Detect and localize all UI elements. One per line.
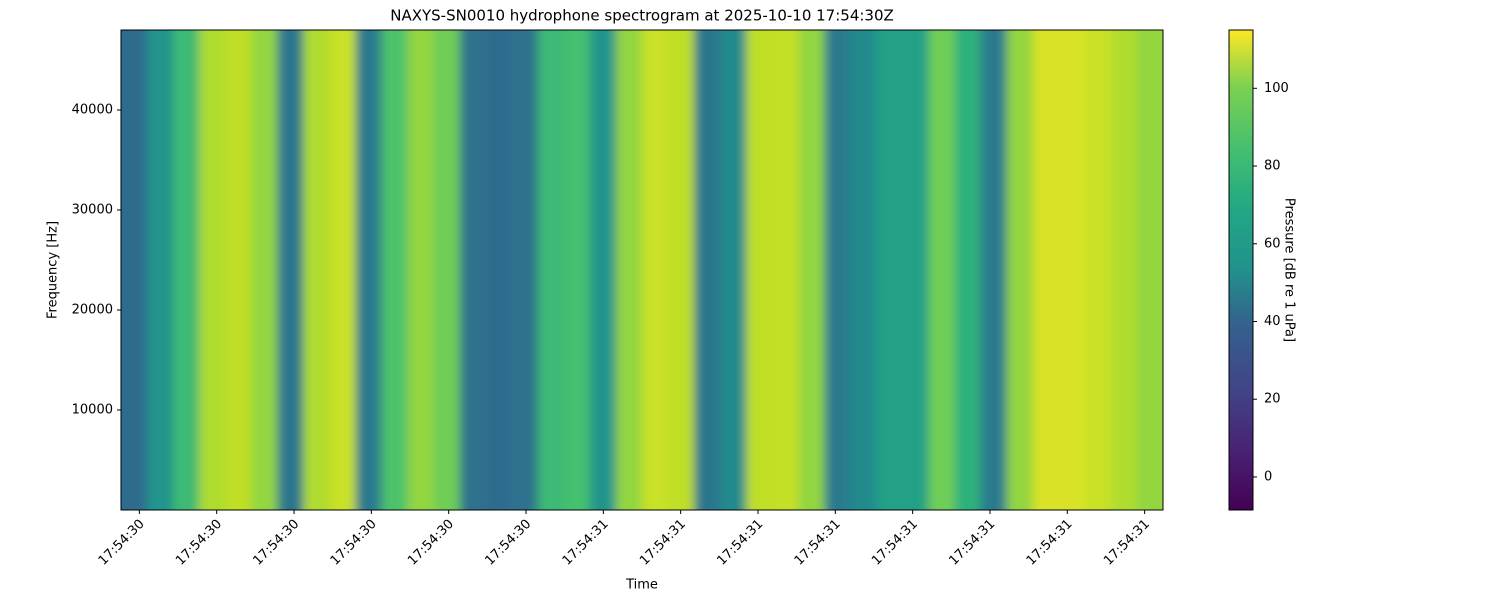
spectrogram-cell — [225, 30, 252, 510]
x-tick-label: 17:54:31 — [714, 517, 766, 569]
spectrogram-cell — [563, 30, 591, 510]
x-axis-label: Time — [625, 578, 658, 593]
spectrogram-cell — [277, 30, 304, 510]
spectrogram-cell — [1058, 30, 1086, 510]
x-tick-label: 17:54:30 — [328, 517, 380, 569]
spectrogram-cell — [798, 30, 825, 510]
x-tick-label: 17:54:31 — [792, 517, 844, 569]
colorbar-tick-label: 100 — [1264, 81, 1289, 96]
spectrogram-cell — [173, 30, 200, 510]
x-tick-label: 17:54:30 — [96, 517, 148, 569]
y-tick-label: 30000 — [72, 203, 113, 218]
spectrogram-cell — [537, 30, 565, 510]
y-tick-label: 40000 — [72, 103, 113, 118]
y-axis-label: Frequency [Hz] — [46, 221, 61, 319]
spectrogram-cell — [642, 30, 669, 510]
colorbar-tick-label: 80 — [1264, 159, 1281, 174]
spectrogram-cell — [1110, 30, 1138, 510]
colorbar-tick-label: 20 — [1264, 392, 1281, 407]
spectrogram-cell — [407, 30, 435, 510]
x-tick-label: 17:54:31 — [869, 517, 921, 569]
spectrogram-cell — [381, 30, 409, 510]
x-tick-label: 17:54:30 — [405, 517, 457, 569]
chart-title: NAXYS-SN0010 hydrophone spectrogram at 2… — [390, 7, 894, 25]
spectrogram-cell — [589, 30, 617, 510]
spectrogram-cell — [303, 30, 330, 510]
spectrogram-cell — [433, 30, 461, 510]
x-tick-label: 17:54:31 — [1024, 517, 1076, 569]
spectrogram-cell — [720, 30, 747, 510]
spectrogram-cell — [902, 30, 930, 510]
spectrogram-cell — [355, 30, 382, 510]
spectrogram-cell — [329, 30, 356, 510]
spectrogram-cell — [850, 30, 877, 510]
spectrogram-cell — [1006, 30, 1034, 510]
spectrogram-cell — [147, 30, 174, 510]
spectrogram-cell — [121, 30, 148, 510]
plot-frame — [120, 29, 1164, 511]
spectrogram-cell — [459, 30, 487, 510]
colorbar — [1228, 29, 1254, 511]
colorbar-tick-label: 0 — [1264, 469, 1272, 484]
spectrogram-cell — [1137, 30, 1163, 510]
spectrogram-cell — [1032, 30, 1060, 510]
y-tick-label: 10000 — [72, 403, 113, 418]
spectrogram-cell — [694, 30, 721, 510]
spectrogram-cell — [928, 30, 956, 510]
spectrogram-cell — [876, 30, 904, 510]
heatmap — [121, 30, 1163, 510]
spectrogram-cell — [746, 30, 773, 510]
x-tick-label: 17:54:31 — [637, 517, 689, 569]
x-tick-label: 17:54:31 — [946, 517, 998, 569]
colorbar-label: Pressure [dB re 1 uPa] — [1282, 198, 1297, 342]
x-tick-label: 17:54:30 — [250, 517, 302, 569]
spectrogram-cell — [615, 30, 643, 510]
colorbar-tick-label: 60 — [1264, 236, 1281, 251]
spectrogram-cell — [485, 30, 513, 510]
spectrogram-cell — [980, 30, 1008, 510]
spectrogram-cell — [1084, 30, 1112, 510]
x-tick-label: 17:54:31 — [1101, 517, 1153, 569]
spectrogram-cell — [251, 30, 278, 510]
spectrogram-cell — [824, 30, 851, 510]
spectrogram-cell — [668, 30, 695, 510]
spectrogram-cell — [511, 30, 539, 510]
spectrogram-cell — [772, 30, 799, 510]
spectrogram-cell — [954, 30, 982, 510]
x-tick-label: 17:54:30 — [173, 517, 225, 569]
x-tick-label: 17:54:30 — [482, 517, 534, 569]
y-tick-label: 20000 — [72, 303, 113, 318]
colorbar-tick-label: 40 — [1264, 314, 1281, 329]
spectrogram-cell — [199, 30, 226, 510]
x-tick-label: 17:54:31 — [560, 517, 612, 569]
